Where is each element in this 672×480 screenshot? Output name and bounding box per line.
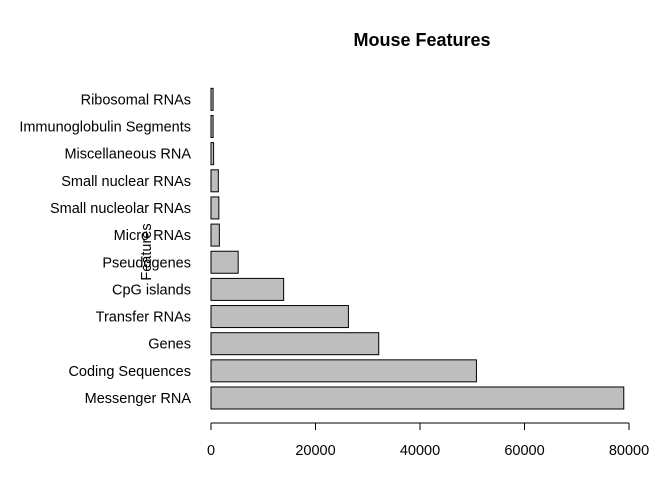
bar-genes	[210, 332, 380, 356]
bar-immunoglobulin-segments	[210, 115, 214, 138]
category-label-small-nucleolar-rnas: Small nucleolar RNAs	[50, 201, 191, 217]
category-label-transfer-rnas: Transfer RNAs	[96, 310, 191, 326]
category-label-genes: Genes	[148, 337, 191, 353]
bar-small-nuclear-rnas	[210, 169, 219, 193]
category-labels: Messenger RNA Coding Sequences Genes Transf…	[19, 92, 191, 407]
x-tick-label: 20000	[295, 443, 335, 459]
y-axis-label: Features	[139, 223, 155, 280]
x-tick-label: 80000	[609, 443, 649, 459]
bar-small-nucleolar-rnas	[210, 196, 220, 220]
bar-cpg-islands	[210, 277, 285, 301]
chart-title: Mouse Features	[353, 30, 490, 50]
category-label-cpg-islands: CpG islands	[112, 282, 191, 298]
category-label-messenger-rna: Messenger RNA	[85, 391, 192, 407]
category-label-pseudogenes: Pseudogenes	[102, 255, 191, 271]
bars-group	[210, 87, 625, 410]
category-label-micro-rnas: Micro RNAs	[114, 228, 191, 244]
category-label-immunoglobulin-segments: Immunoglobulin Segments	[19, 120, 191, 136]
x-tick-label: 0	[207, 443, 215, 459]
bar-messenger-rna	[210, 386, 625, 410]
x-tick-label: 60000	[504, 443, 544, 459]
bar-miscellaneous-rna	[210, 142, 215, 166]
bar-micro-rnas	[210, 223, 220, 247]
category-label-coding-sequences: Coding Sequences	[68, 364, 191, 380]
x-axis: 0 20000 40000 60000 80000	[207, 422, 649, 459]
bar-coding-sequences	[210, 359, 477, 383]
bar-pseudogenes	[210, 250, 239, 274]
bar-transfer-rnas	[210, 305, 349, 329]
x-tick-label: 40000	[400, 443, 440, 459]
category-label-miscellaneous-rna: Miscellaneous RNA	[64, 147, 191, 163]
category-label-ribosomal-rnas: Ribosomal RNAs	[81, 92, 191, 108]
bar-ribosomal-rnas	[210, 87, 214, 111]
category-label-small-nuclear-rnas: Small nuclear RNAs	[61, 174, 191, 190]
